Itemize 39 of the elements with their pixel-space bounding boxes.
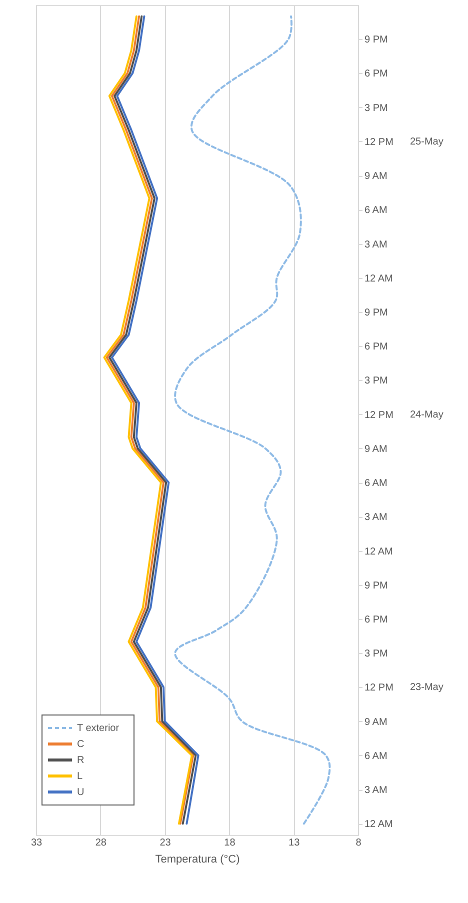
y-tick-label: 6 PM (364, 614, 388, 626)
y-tick-label: 3 PM (364, 376, 388, 387)
y-tick-label: 6 PM (364, 68, 388, 80)
x-tick-label: 8 (356, 838, 362, 848)
y-tick-label: 9 AM (364, 444, 388, 455)
y-tick-label: 9 PM (364, 307, 388, 318)
y-tick-label: 12 PM (364, 136, 394, 148)
y-tick-label: 12 AM (364, 819, 393, 830)
x-tick-label: 18 (224, 838, 236, 848)
legend-label: C (77, 739, 84, 750)
text: 24-May (410, 409, 444, 420)
y-tick-label: 3 PM (364, 102, 388, 114)
legend-label: L (77, 771, 83, 782)
y-tick-label: 12 AM (364, 273, 393, 284)
x-tick-label: 28 (95, 838, 107, 848)
legend-label: T exterior (77, 723, 120, 734)
y-tick-label: 12 AM (364, 546, 393, 558)
y-tick-label: 6 AM (364, 205, 388, 216)
y-tick-label: 6 AM (364, 750, 388, 762)
y-tick-label: 9 AM (364, 716, 388, 728)
y-tick-label: 12 PM (364, 410, 394, 421)
y-tick-label: 12 PM (364, 682, 394, 694)
y-tick-label: 3 AM (364, 785, 388, 796)
y-tick-label: 9 PM (364, 34, 388, 46)
y-tick-label: 6 PM (364, 342, 388, 353)
y-tick-label: 6 AM (364, 478, 388, 490)
y-tick-label: 9 PM (364, 580, 388, 592)
text: 25-May (410, 136, 444, 148)
x-axis-title: Temperatura (°C) (155, 854, 240, 866)
legend-label: U (77, 787, 84, 798)
text: 23-May (410, 682, 444, 694)
x-tick-label: 13 (288, 838, 300, 848)
y-tick-label: 3 AM (364, 512, 388, 524)
y-tick-label: 3 PM (364, 648, 388, 660)
y-tick-label: 3 AM (364, 239, 388, 250)
x-tick-label: 33 (30, 838, 42, 848)
legend-label: R (77, 755, 84, 766)
y-tick-label: 9 AM (364, 171, 388, 182)
x-tick-label: 23 (160, 838, 172, 848)
